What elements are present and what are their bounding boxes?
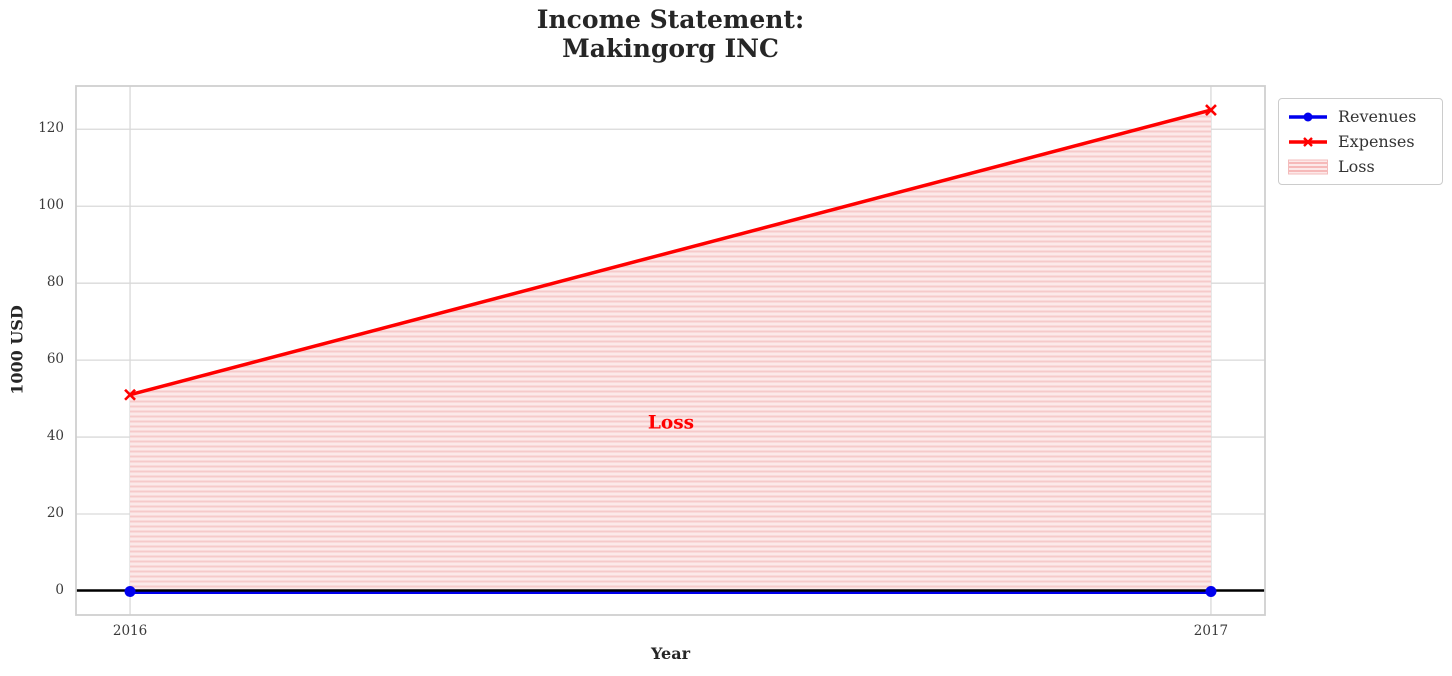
y-tick-label: 100 <box>38 197 64 214</box>
legend-label-revenues: Revenues <box>1338 107 1417 126</box>
y-tick-label: 80 <box>46 274 64 291</box>
x-axis-label: Year <box>650 644 690 663</box>
y-tick-label: 40 <box>46 428 64 445</box>
y-axis-label: 1000 USD <box>7 305 27 395</box>
x-tick-label: 2016 <box>112 623 148 639</box>
revenues-circle-marker <box>124 585 136 597</box>
legend: Revenues Expenses Loss <box>1278 98 1443 185</box>
chart-title: Income Statement: Makingorg INC <box>76 5 1265 63</box>
y-tick-label: 20 <box>46 505 64 521</box>
revenues-line-icon <box>1289 112 1327 121</box>
x-tick-label: 2017 <box>1193 623 1229 639</box>
plot-border <box>75 85 1266 616</box>
legend-row-revenues: Revenues <box>1288 104 1433 129</box>
legend-label-expenses: Expenses <box>1338 132 1415 151</box>
expenses-x-marker <box>1205 104 1217 116</box>
revenues-circle-marker <box>1205 585 1217 597</box>
legend-row-expenses: Expenses <box>1288 129 1433 154</box>
y-tick-label: 60 <box>46 351 64 368</box>
loss-patch-icon <box>1288 159 1328 174</box>
expenses-line-icon <box>1289 136 1327 147</box>
loss-fill-area <box>130 110 1211 591</box>
legend-row-loss: Loss <box>1288 154 1433 179</box>
expenses-x-marker <box>124 388 136 401</box>
chart-title-line-1: Income Statement: <box>536 5 805 34</box>
y-tick-label: 0 <box>55 581 64 598</box>
y-tick-label: 120 <box>38 120 64 137</box>
legend-label-loss: Loss <box>1338 157 1375 176</box>
expenses-line <box>129 108 1212 397</box>
chart-title-line-2: Makingorg INC <box>562 34 779 63</box>
loss-annotation: Loss <box>647 412 695 434</box>
